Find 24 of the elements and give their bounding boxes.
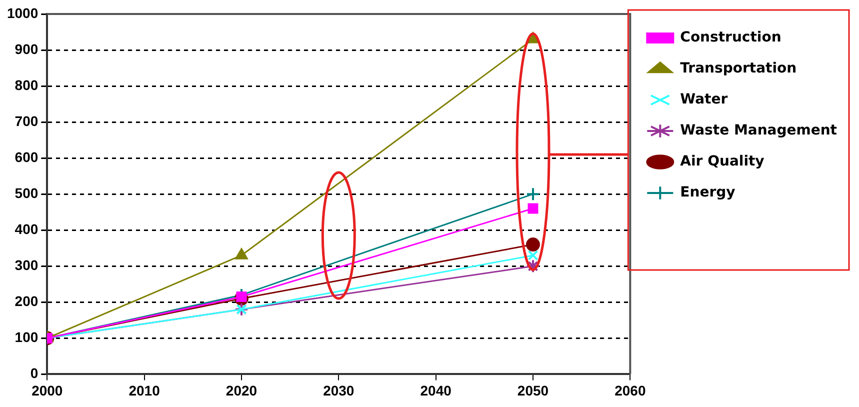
x-tick-label: 2020 [226, 382, 258, 398]
legend-label: Construction [680, 30, 782, 46]
y-tick-label: 900 [14, 40, 38, 57]
x-tick-label: 2050 [517, 382, 549, 398]
legend-label: Air Quality [680, 154, 764, 170]
x-tick-label: 2060 [614, 382, 646, 398]
y-tick-label: 500 [14, 184, 38, 201]
legend-label: Energy [680, 184, 736, 201]
x-tick-label: 2030 [323, 382, 354, 398]
legend-label: Water [680, 92, 728, 108]
y-tick-label: 400 [14, 220, 38, 237]
y-tick-label: 100 [14, 329, 38, 346]
x-tick-label: 2000 [32, 382, 63, 398]
x-tick-label: 2040 [420, 382, 452, 398]
legend-label: Transportation [680, 60, 797, 77]
y-tick-label: 0 [30, 365, 38, 382]
y-tick-label: 800 [14, 76, 38, 93]
y-tick-label: 700 [14, 112, 38, 129]
y-tick-label: 300 [14, 257, 38, 273]
x-tick-label: 2010 [128, 382, 160, 398]
y-tick-label: 200 [14, 293, 38, 310]
legend-label: Waste Management [680, 122, 838, 139]
y-tick-label: 1000 [6, 4, 38, 21]
y-tick-label: 600 [14, 148, 38, 165]
